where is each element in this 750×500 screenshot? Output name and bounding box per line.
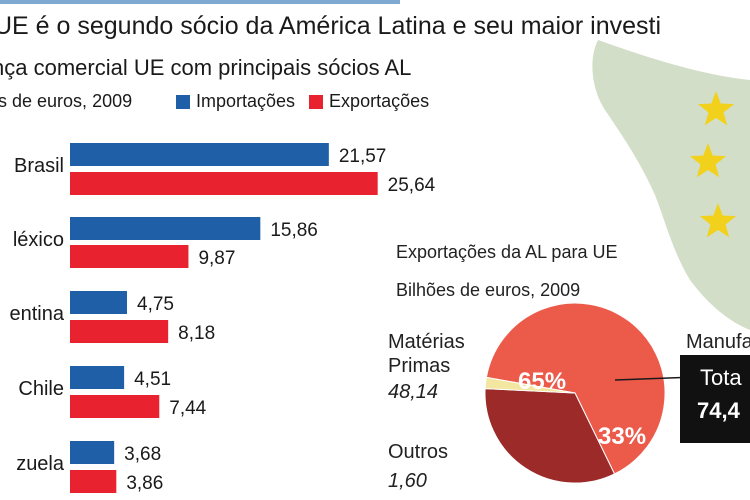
star-icon-2 (689, 143, 727, 178)
total-value: 74,4 (697, 398, 740, 423)
category-label: Brasil (14, 155, 64, 177)
subheading: nça comercial UE com principais sócios A… (0, 55, 412, 80)
bar-value-label: 25,64 (388, 175, 436, 196)
bar-value-label: 4,75 (137, 294, 174, 315)
pie-percent-manufaturados: 33% (598, 423, 647, 450)
pie-slice-3 (484, 376, 576, 394)
pie-value-materias-primas: 48,14 (388, 381, 439, 403)
category-label: léxico (13, 229, 64, 251)
bar-value-label: 21,57 (339, 146, 387, 167)
total-box (680, 355, 750, 443)
pie-label-manufaturados: Manufat (686, 331, 750, 353)
headline: UE é o segundo sócio da América Latina e… (0, 12, 662, 40)
import-bar (70, 291, 127, 314)
bar-value-label: 4,51 (134, 369, 171, 390)
pie-value-outros: 1,60 (388, 470, 427, 492)
import-bar (70, 366, 125, 389)
pie-label-outros: Outros (388, 441, 449, 463)
bar-value-label: 3,68 (124, 444, 161, 465)
legend: Importações Exportações (176, 91, 429, 112)
pie-label-materias-primas: Matérias Primas (388, 331, 465, 377)
bar-value-label: 7,44 (169, 398, 206, 419)
category-label: entina (10, 303, 65, 325)
pie-slice-1 (485, 302, 666, 475)
units-label: es de euros, 2009 (0, 91, 133, 111)
legend-label-exports: Exportações (329, 91, 430, 111)
pie-percent-materias-primas: 65% (518, 368, 567, 395)
bar-value-label: 3,86 (126, 473, 163, 494)
export-bar (70, 245, 189, 268)
export-bar (70, 470, 117, 493)
title-accent-bar (0, 0, 400, 4)
export-bar (70, 320, 169, 343)
bar-value-label: 15,86 (270, 220, 318, 241)
total-label: Tota (700, 365, 742, 390)
star-icon-3 (699, 203, 737, 238)
legend-swatch-imports (176, 94, 190, 109)
pie-title: Exportações da AL para UE (396, 242, 618, 262)
legend-swatch-exports (309, 94, 324, 109)
pie-subtitle: Bilhões de euros, 2009 (396, 280, 581, 300)
import-bar (70, 441, 115, 464)
import-bar (70, 143, 329, 166)
bar-value-label: 8,18 (178, 323, 215, 344)
category-label: Chile (18, 378, 64, 400)
pie-slice-2 (484, 388, 616, 484)
import-bar (70, 217, 261, 240)
export-bar (70, 172, 378, 195)
category-label: zuela (16, 453, 65, 475)
export-bar (70, 395, 160, 418)
legend-label-imports: Importações (196, 91, 296, 111)
star-icon-1 (697, 91, 735, 126)
bar-value-label: 9,87 (198, 248, 235, 269)
